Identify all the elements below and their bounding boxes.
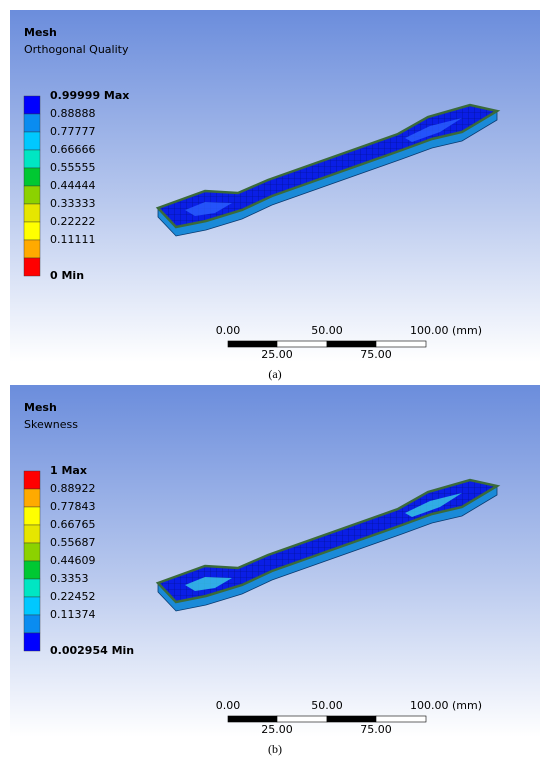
scale-segment [375,715,427,723]
legend-swatch [23,203,41,223]
scale-label: 25.00 [261,348,293,361]
legend-swatch [23,578,41,598]
legend-label: 0.33333 [50,197,96,210]
legend-swatch [23,470,41,490]
legend-label: 0.55555 [50,161,96,174]
legend-swatch [23,221,41,241]
legend-swatch [23,185,41,205]
grip-detail [405,118,462,142]
legend-label: 0.44609 [50,554,96,567]
legend-swatch [23,167,41,187]
scale-label: 25.00 [261,723,293,736]
legend-label: 0.99999 Max [50,89,129,102]
grip-detail [185,577,232,591]
scale-segment [375,340,427,348]
grip-detail [405,493,462,517]
legend-swatch [23,257,41,277]
legend-swatch [23,131,41,151]
legend-label: 0.44444 [50,179,96,192]
grip-detail [185,202,232,216]
scale-label: 0.00 [216,699,241,712]
legend-swatch [23,149,41,169]
legend-label: 0.77777 [50,125,96,138]
scale-label: 50.00 [311,324,343,337]
legend-swatch [23,614,41,634]
legend-label: 1 Max [50,464,87,477]
legend-label: 0.3353 [50,572,89,585]
scale-segment [227,340,278,348]
panel-title: Mesh [24,26,57,39]
scale-segment [326,340,377,348]
legend-swatch [23,560,41,580]
legend-label: 0.11374 [50,608,96,621]
legend-swatch [23,488,41,508]
scale-label: 100.00 (mm) [410,324,482,337]
scale-segment [276,715,328,723]
legend-label: 0 Min [50,269,84,282]
legend-swatch [23,524,41,544]
legend-swatch [23,113,41,133]
legend-label: 0.11111 [50,233,96,246]
legend-label: 0.88922 [50,482,96,495]
scale-label: 0.00 [216,324,241,337]
caption: (b) [268,742,282,756]
panel-title: Mesh [24,401,57,414]
legend-label: 0.66765 [50,518,96,531]
scale-segment [326,715,377,723]
panel-subtitle: Skewness [24,418,78,431]
legend-swatch [23,542,41,562]
legend-swatch [23,239,41,259]
legend-label: 0.66666 [50,143,96,156]
caption: (a) [268,367,281,381]
legend-label: 0.77843 [50,500,96,513]
scale-segment [227,715,278,723]
legend-label: 0.88888 [50,107,96,120]
panel: Mesh Orthogonal Quality 0.99999 Max 0.88888… [10,10,540,381]
panel-subtitle: Orthogonal Quality [24,43,129,56]
legend-label: 0.22452 [50,590,96,603]
scale-segment [276,340,328,348]
panel: Mesh Skewness 1 Max 0.88922 0.77843 0.66765 0.… [10,385,540,756]
legend-label: 0.002954 Min [50,644,134,657]
legend-swatch [23,632,41,652]
scale-label: 100.00 (mm) [410,699,482,712]
legend-swatch [23,596,41,616]
scale-label: 75.00 [360,723,392,736]
legend-label: 0.22222 [50,215,96,228]
scale-label: 50.00 [311,699,343,712]
legend-swatch [23,506,41,526]
legend-label: 0.55687 [50,536,96,549]
scale-label: 75.00 [360,348,392,361]
legend-swatch [23,95,41,115]
